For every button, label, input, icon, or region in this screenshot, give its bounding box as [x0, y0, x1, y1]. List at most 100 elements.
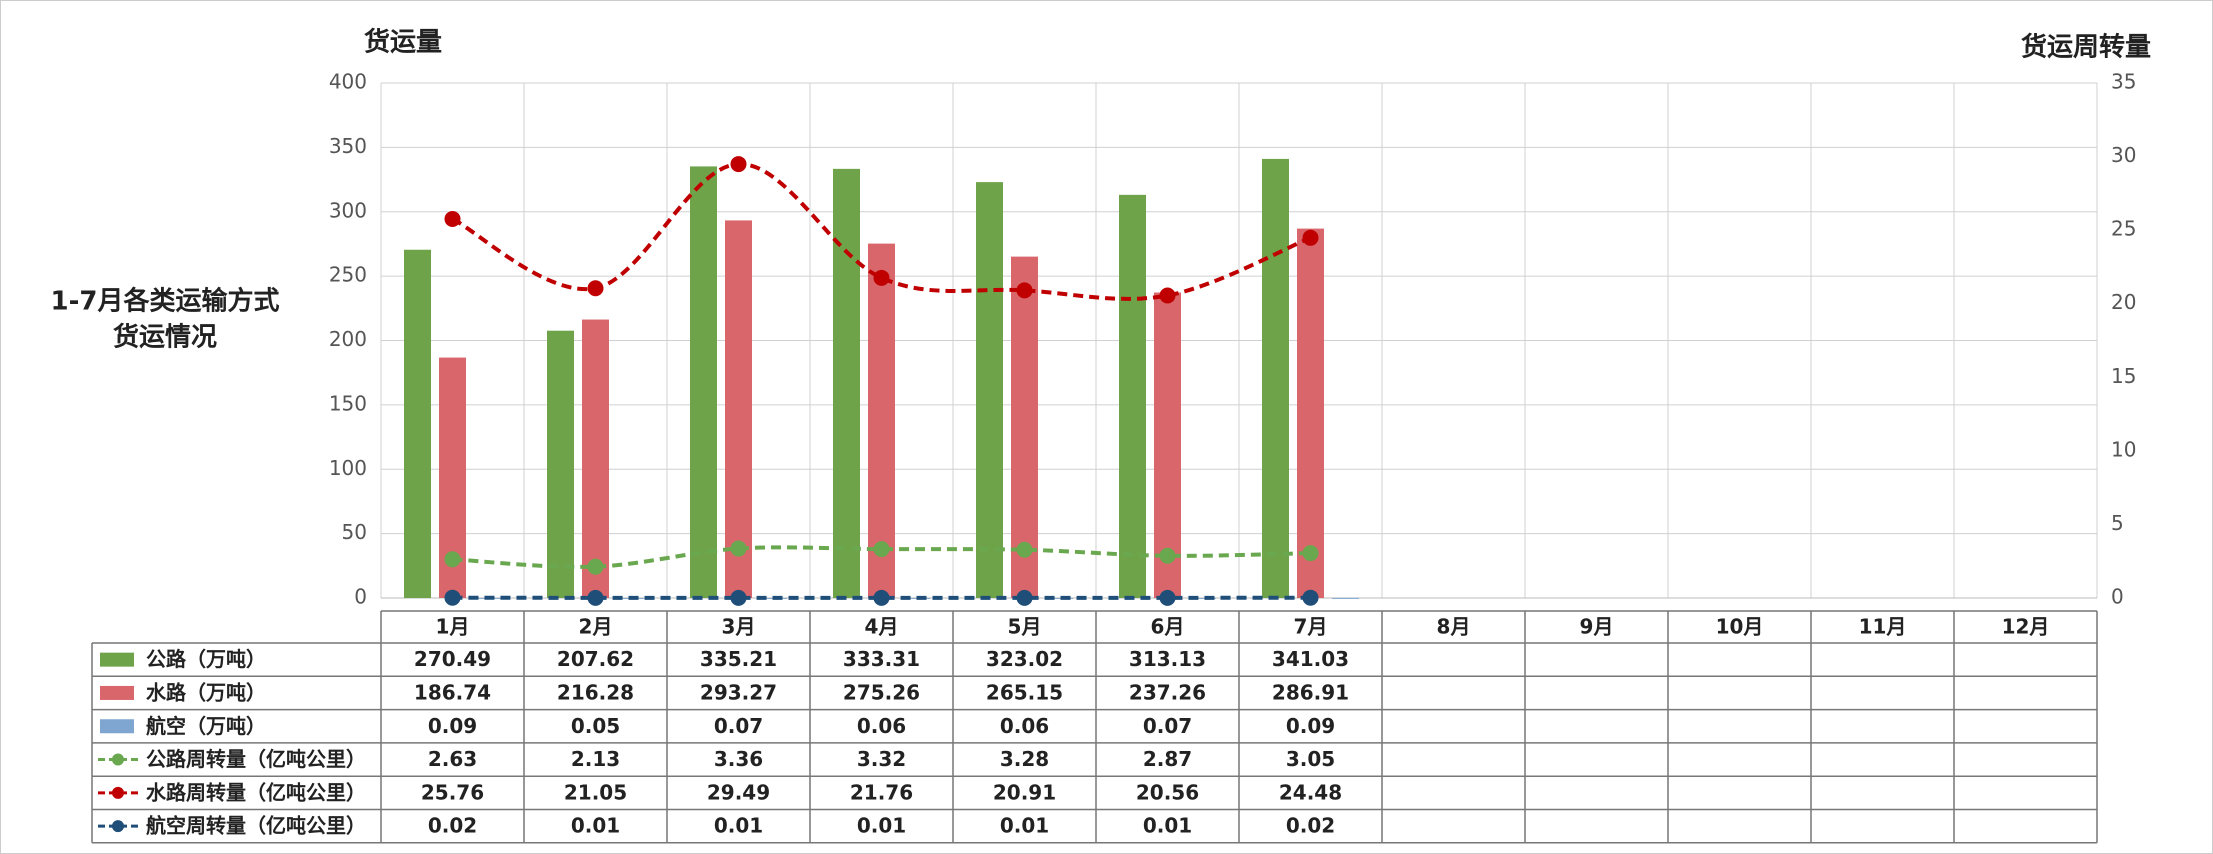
table-value: 0.02: [428, 814, 477, 838]
y2-tick-label: 10: [2111, 437, 2136, 461]
legend-swatch: [100, 719, 134, 734]
bar: [690, 166, 717, 599]
table-value: 0.09: [1286, 714, 1335, 738]
x-tick-label: 4月: [865, 615, 899, 639]
line-point: [873, 589, 890, 606]
line-point: [587, 280, 604, 297]
table-value: 3.36: [714, 747, 763, 771]
x-tick-label: 12月: [2002, 615, 2050, 639]
table-value: 0.09: [428, 714, 477, 738]
y2-tick-label: 5: [2111, 511, 2124, 535]
x-tick-label: 10月: [1716, 615, 1764, 639]
line-point: [587, 589, 604, 606]
table-value: 275.26: [843, 680, 920, 704]
legend-label: 公路（万吨）: [146, 647, 266, 671]
line-point: [730, 156, 747, 173]
x-tick-label: 7月: [1294, 615, 1328, 639]
table-value: 0.07: [1143, 714, 1192, 738]
table-value: 25.76: [421, 780, 484, 804]
line-point: [444, 589, 461, 606]
y2-tick-label: 25: [2111, 217, 2136, 241]
line-point: [1302, 545, 1319, 562]
x-tick-label: 3月: [722, 615, 756, 639]
line-point: [1302, 589, 1319, 606]
x-tick-label: 6月: [1151, 615, 1185, 639]
table-value: 341.03: [1272, 647, 1349, 671]
line-point: [730, 540, 747, 557]
table-value: 0.01: [714, 814, 763, 838]
table-value: 286.91: [1272, 680, 1349, 704]
line-point: [873, 269, 890, 286]
x-tick-label: 1月: [436, 615, 470, 639]
legend-label: 水路周转量（亿吨公里）: [146, 780, 366, 804]
line-point: [444, 210, 461, 227]
bar: [1297, 228, 1324, 598]
x-tick-label: 2月: [579, 615, 613, 639]
table-value: 0.07: [714, 714, 763, 738]
bar: [1332, 597, 1359, 599]
table-value: 333.31: [843, 647, 920, 671]
bar: [547, 330, 574, 598]
line-point: [587, 558, 604, 575]
table-value: 0.02: [1286, 814, 1335, 838]
y-tick-label: 0: [354, 585, 367, 609]
bar: [404, 249, 431, 598]
line-point: [1016, 541, 1033, 558]
line-point: [730, 589, 747, 606]
table-value: 2.87: [1143, 747, 1192, 771]
table-value: 293.27: [700, 680, 777, 704]
table-value: 3.05: [1286, 747, 1335, 771]
bar: [1262, 158, 1289, 598]
x-tick-label: 5月: [1008, 615, 1042, 639]
line-point: [1302, 229, 1319, 246]
table-value: 0.06: [1000, 714, 1049, 738]
table-value: 0.06: [857, 714, 906, 738]
line-point: [1159, 547, 1176, 564]
y-tick-label: 350: [329, 134, 367, 158]
table-value: 335.21: [700, 647, 777, 671]
table-value: 24.48: [1279, 780, 1342, 804]
table-value: 20.56: [1136, 780, 1199, 804]
table-value: 270.49: [414, 647, 491, 671]
table-value: 313.13: [1129, 647, 1206, 671]
table-value: 21.05: [564, 780, 627, 804]
y-axis-label: 货运量: [364, 27, 442, 58]
bar: [1011, 256, 1038, 598]
y2-tick-label: 20: [2111, 290, 2136, 314]
line-point: [1159, 589, 1176, 606]
table-value: 265.15: [986, 680, 1063, 704]
table-value: 237.26: [1129, 680, 1206, 704]
table-value: 21.76: [850, 780, 913, 804]
y-tick-label: 50: [342, 520, 367, 544]
table-value: 2.63: [428, 747, 477, 771]
bar: [582, 319, 609, 598]
table-value: 323.02: [986, 647, 1063, 671]
legend-label: 公路周转量（亿吨公里）: [146, 747, 366, 771]
legend-swatch: [100, 685, 134, 700]
table-value: 0.01: [857, 814, 906, 838]
bar: [1189, 597, 1216, 599]
legend-label: 航空周转量（亿吨公里）: [146, 814, 366, 838]
y2-tick-label: 15: [2111, 364, 2136, 388]
legend-label: 航空（万吨）: [146, 714, 266, 738]
x-tick-label: 11月: [1859, 615, 1907, 639]
line-point: [1016, 282, 1033, 299]
bar: [725, 220, 752, 599]
line-point: [1159, 287, 1176, 304]
legend-swatch: [112, 753, 124, 766]
y-tick-label: 400: [329, 70, 367, 94]
legend-label: 水路（万吨）: [146, 680, 266, 704]
bar: [903, 597, 930, 599]
bar: [868, 243, 895, 598]
bar: [1119, 194, 1146, 598]
y2-tick-label: 35: [2111, 70, 2136, 94]
table-value: 0.01: [1000, 814, 1049, 838]
y2-axis-label: 货运周转量: [2021, 32, 2151, 63]
table-value: 20.91: [993, 780, 1056, 804]
y-tick-label: 200: [329, 327, 367, 351]
table-value: 29.49: [707, 780, 770, 804]
table-value: 3.28: [1000, 747, 1049, 771]
y-tick-label: 100: [329, 456, 367, 480]
legend-swatch: [100, 652, 134, 667]
